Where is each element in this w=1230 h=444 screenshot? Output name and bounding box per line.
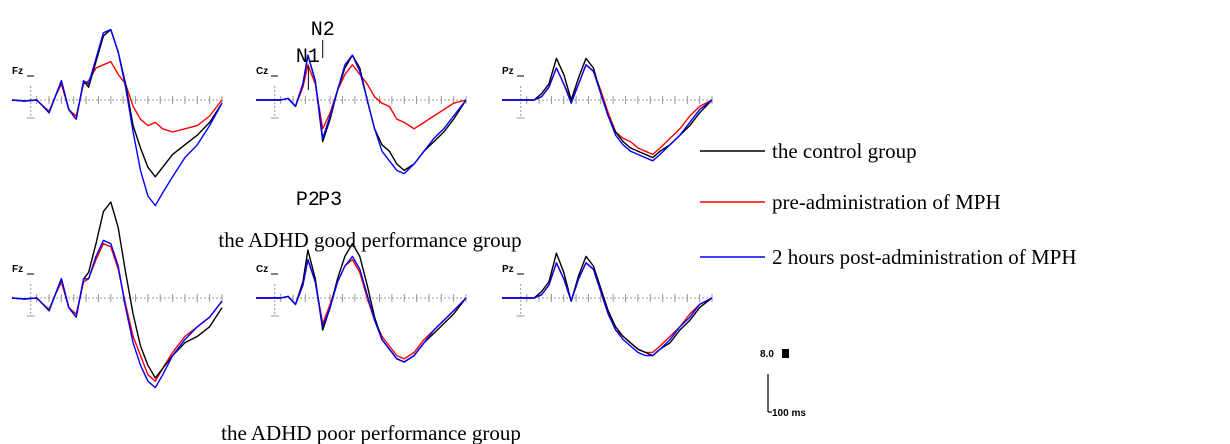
- scale-bar: 8.0 100 ms: [760, 349, 806, 419]
- legend-label-pre: pre-administration of MPH: [772, 190, 1001, 214]
- component-label-p3: P3: [318, 189, 342, 212]
- trace-control: [11, 201, 223, 379]
- trace-post-mph: [502, 64, 713, 162]
- channel-label: Pz: [502, 66, 514, 77]
- channel-label: Fz: [12, 264, 23, 275]
- trace-post-mph: [502, 262, 713, 357]
- panel-fz-good: Fz: [11, 28, 223, 207]
- group-title-good: the ADHD good performance group: [218, 228, 521, 252]
- trace-control: [11, 28, 223, 178]
- erp-panels: Fz Cz Pz Fz Cz Pz: [11, 28, 713, 389]
- panel-cz-poor: Cz: [256, 242, 467, 363]
- panel-pz-poor: Pz: [502, 252, 713, 357]
- trace-post-mph: [256, 54, 467, 175]
- trace-control: [256, 54, 467, 172]
- panel-pz-good: Pz: [502, 57, 713, 162]
- trace-pre-mph: [11, 60, 223, 133]
- scale-amplitude-label: 8.0: [760, 349, 774, 360]
- trace-post-mph: [256, 255, 467, 363]
- legend-label-post: 2 hours post-administration of MPH: [772, 245, 1077, 269]
- scale-amplitude-glyph: [782, 349, 789, 358]
- component-label-n1: N1: [296, 46, 320, 69]
- trace-post-mph: [11, 239, 223, 389]
- trace-pre-mph: [502, 64, 713, 156]
- component-label-p2: P2: [296, 189, 320, 212]
- channel-label: Cz: [256, 264, 268, 275]
- channel-label: Fz: [12, 66, 23, 77]
- group-poor: Fz Cz Pz: [11, 201, 713, 389]
- component-label-n2: N2: [311, 19, 335, 42]
- legend-label-control: the control group: [772, 139, 917, 163]
- legend-item-post: 2 hours post-administration of MPH: [700, 245, 1077, 269]
- group-title-poor: the ADHD poor performance group: [221, 421, 521, 444]
- panel-cz-good: Cz: [256, 54, 467, 175]
- trace-control: [256, 242, 467, 363]
- legend-item-pre: pre-administration of MPH: [700, 190, 1001, 214]
- channel-label: Pz: [502, 264, 514, 275]
- trace-post-mph: [11, 28, 223, 207]
- legend: the control group pre-administration of …: [700, 139, 1077, 269]
- group-good: Fz Cz Pz: [11, 28, 713, 207]
- scale-time-label: 100 ms: [772, 408, 806, 419]
- channel-label: Cz: [256, 66, 268, 77]
- trace-control: [502, 252, 713, 357]
- legend-item-control: the control group: [700, 139, 917, 163]
- panel-fz-poor: Fz: [11, 201, 223, 389]
